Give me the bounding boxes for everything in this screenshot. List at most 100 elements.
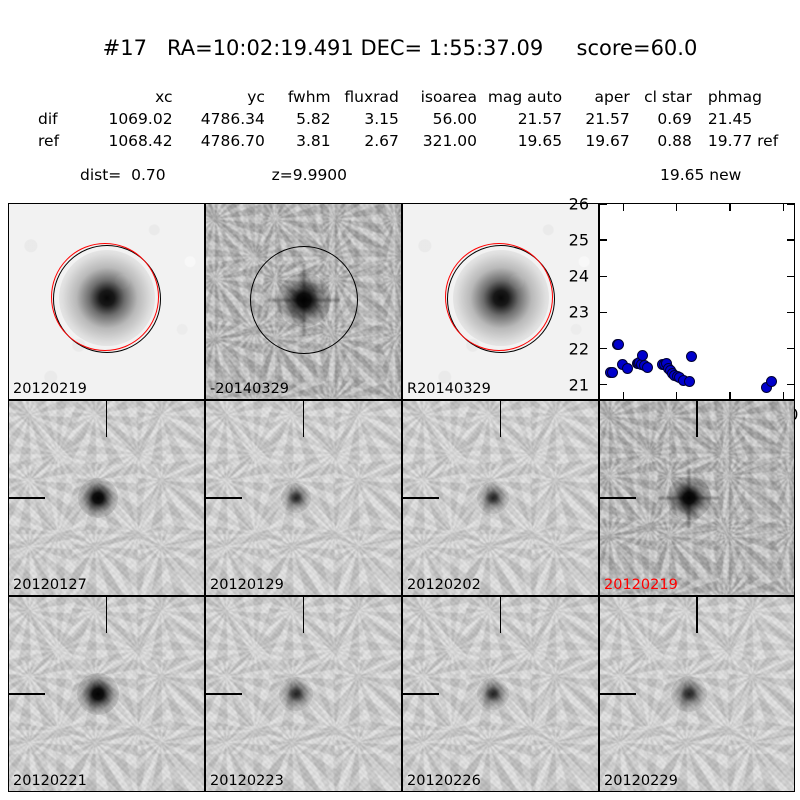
aperture-circle-black [249,245,358,354]
cell-dif-fluxrad: 3.15 [364,110,399,128]
x-axis-tick [729,204,731,211]
scatter-point [612,338,624,350]
cell-ref-aper: 19.67 [585,132,630,150]
scatter-point [766,376,777,388]
y-axis-tick-label: 23 [568,302,589,322]
x-axis-tick [782,392,784,399]
col-header-phmag: phmag [707,88,762,106]
cell-dif-xc: 1069.02 [108,110,173,128]
summary-line: dist= 0.70 z=9.9900 19.65 new [0,166,800,238]
crosshair-tick-horizontal [206,693,242,695]
x-axis-tick [675,392,678,399]
cell-ref-cl-star: 0.88 [657,132,692,150]
cell-ref-phmag: 19.77 ref [707,132,779,150]
cell-dif-phmag: 21.45 [707,110,753,128]
y-axis-tick-label: 26 [568,194,589,214]
x-axis-tick [782,204,784,211]
header-info: #17 RA=10:02:19.491 DEC= 1:55:37.09 scor… [0,0,800,190]
scatter-point [621,362,633,374]
aperture-circle-red [50,242,159,351]
cutout-panel-20120127[interactable]: 20120127 [8,400,205,596]
y-axis-tick [787,275,794,277]
crosshair-tick-vertical [499,597,502,633]
table-row: dif 1069.02 4786.34 5.82 3.15 56.00 21.5… [0,108,800,130]
y-axis-tick [600,275,607,277]
y-axis-tick-label: 21 [568,375,589,395]
col-header-aper: aper [594,88,630,106]
cutout-panel-20120229[interactable]: 20120229 [599,596,795,792]
redshift-value: z=9.9900 [271,166,348,184]
y-axis-tick [787,203,794,205]
y-axis-tick [600,384,607,386]
panel-label: 20120221 [13,773,87,789]
y-axis-tick [787,239,794,241]
y-axis-tick [600,203,607,205]
panel-label: 20120127 [13,577,87,593]
crosshair-tick-horizontal [403,693,439,695]
x-axis-tick [622,392,625,399]
panel-label: R20140329 [407,381,491,397]
row-label-ref: ref [38,132,60,150]
cell-dif-cl-star: 0.69 [657,110,692,128]
y-axis-tick [787,311,794,314]
y-axis-tick [600,239,607,241]
cutout-panel-difference-20140329[interactable]: -20140329 [205,203,402,400]
cell-ref-mag-auto: 19.65 [517,132,563,150]
table-header-row: xc yc fwhm fluxrad isoarea mag auto aper… [0,86,800,108]
panel-label: 20120229 [604,773,678,789]
crosshair-tick-horizontal [403,497,439,499]
cell-ref-yc: 4786.70 [200,132,265,150]
crosshair-tick-horizontal [206,497,242,499]
crosshair-tick-vertical [499,401,502,437]
scatter-point [683,375,695,387]
panel-label: 20120129 [210,577,284,593]
x-axis-tick [729,392,731,399]
scatter-point [686,351,698,363]
y-axis-tick-label: 22 [568,339,589,359]
panel-label: -20140329 [210,381,290,397]
y-axis-tick-label: 25 [568,230,589,250]
y-axis-tick [600,311,607,314]
dist-z-group: dist= 0.70 z=9.9900 [80,166,347,184]
col-header-fwhm: fwhm [287,88,331,106]
panel-label: 20120202 [407,577,481,593]
dist-value: dist= 0.70 [80,166,166,184]
cutout-panel-20120221[interactable]: 20120221 [8,596,205,792]
table-row: ref 1068.42 4786.70 3.81 2.67 321.00 19.… [0,130,800,152]
cell-ref-fluxrad: 2.67 [364,132,399,150]
crosshair-tick-vertical [302,597,305,633]
col-header-mag-auto: mag auto [487,88,563,106]
col-header-rowlabel [0,86,83,108]
x-axis-tick [675,204,678,211]
cutout-panel-20120129[interactable]: 20120129 [205,400,402,596]
x-axis-tick [622,204,625,211]
col-header-fluxrad: fluxrad [344,88,399,106]
panel-label: 20120223 [210,773,284,789]
cutout-panel-20120202[interactable]: 20120202 [402,400,599,596]
cutout-panel-20120219-selected[interactable]: 20120219 [599,400,795,596]
cell-ref-xc: 1068.42 [108,132,173,150]
cutout-panel-20120226[interactable]: 20120226 [402,596,599,792]
page-title: #17 RA=10:02:19.491 DEC= 1:55:37.09 scor… [102,36,698,60]
crosshair-tick-horizontal [600,693,636,695]
y-axis-tick [600,347,607,350]
photometry-table: xc yc fwhm fluxrad isoarea mag auto aper… [0,86,800,152]
panel-label-selected: 20120219 [604,577,678,593]
y-axis-tick [787,384,794,386]
col-header-yc: yc [247,88,265,106]
crosshair-tick-horizontal [600,497,636,499]
crosshair-tick-horizontal [9,693,45,695]
cell-ref-fwhm: 3.81 [296,132,331,150]
cutout-panel-20120223[interactable]: 20120223 [205,596,402,792]
crosshair-tick-vertical [105,401,108,437]
panel-label: 20120226 [407,773,481,789]
scatter-point [607,367,619,379]
cutout-grid: 20120219 -20140329 R20140329 21 22 23 24 25 2… [8,195,799,792]
scatter-point [642,361,654,373]
cell-dif-isoarea: 56.00 [432,110,477,128]
crosshair-tick-horizontal [9,497,45,499]
aperture-circle-red [444,242,553,351]
phmag-new-value: 19.65 new [660,166,742,184]
cutout-panel-new-20120219[interactable]: 20120219 [8,203,205,400]
